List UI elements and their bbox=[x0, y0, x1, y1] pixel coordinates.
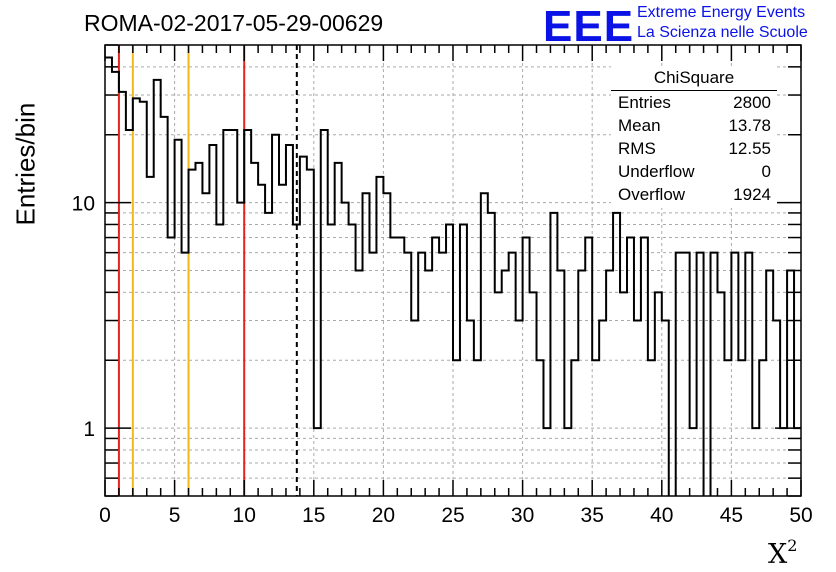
x-tick-label: 35 bbox=[581, 504, 604, 527]
stats-label: Entries bbox=[618, 93, 671, 112]
x-tick-label: 45 bbox=[720, 504, 743, 527]
stats-label: Underflow bbox=[618, 162, 695, 181]
stats-row-mean: Mean 13.78 bbox=[611, 114, 777, 137]
x-tick-label: 50 bbox=[789, 504, 812, 527]
logo-text: Extreme Energy Events La Scienza nelle S… bbox=[637, 3, 808, 43]
stats-label: Overflow bbox=[618, 185, 686, 204]
y-axis-label-text: Entries/bin bbox=[10, 102, 41, 226]
eee-logo: EEE bbox=[543, 2, 635, 51]
x-tick-label: 5 bbox=[169, 504, 181, 527]
x-tick-label: 30 bbox=[511, 504, 534, 527]
stats-value: 13.78 bbox=[728, 116, 771, 135]
x-tick-label: 20 bbox=[372, 504, 395, 527]
y-axis-label: Entries/bin bbox=[6, 103, 42, 226]
histogram-outline bbox=[105, 56, 801, 496]
y-tick-label: 1 bbox=[83, 418, 95, 441]
axis-ticks bbox=[104, 44, 802, 497]
stats-rows: Entries 2800 Mean 13.78 RMS 12.55 Underflow… bbox=[611, 91, 777, 206]
x-axis-label-superscript: 2 bbox=[787, 536, 798, 555]
x-axis-label-text: X bbox=[768, 539, 788, 570]
stats-label: Mean bbox=[618, 116, 661, 135]
x-tick-label: 40 bbox=[650, 504, 673, 527]
stats-divider bbox=[611, 90, 777, 91]
stats-value: 2800 bbox=[733, 93, 771, 112]
tick-labels: 0 5 10 15 20 25 30 35 40 45 50 1 10 bbox=[72, 193, 813, 527]
stats-box: ChiSquare Entries 2800 Mean 13.78 RMS 12.55… bbox=[611, 66, 777, 208]
stats-row-rms: RMS 12.55 bbox=[611, 137, 777, 160]
stats-label: RMS bbox=[618, 139, 656, 158]
y-tick-label: 10 bbox=[72, 193, 95, 216]
stats-value: 0 bbox=[761, 162, 771, 181]
stats-value: 1924 bbox=[733, 185, 771, 204]
logo-line-1: Extreme Energy Events bbox=[637, 4, 806, 21]
histogram-bars bbox=[105, 56, 801, 496]
chart-title: ROMA-02-2017-05-29-00629 bbox=[84, 10, 384, 36]
x-axis-label: X2 bbox=[768, 536, 797, 570]
stats-title: ChiSquare bbox=[653, 68, 735, 87]
logo-line-2: La Scienza nelle Scuole bbox=[637, 24, 808, 41]
x-tick-label: 0 bbox=[99, 504, 111, 527]
x-tick-label: 10 bbox=[233, 504, 256, 527]
x-tick-label: 25 bbox=[441, 504, 464, 527]
stats-row-overflow: Overflow 1924 bbox=[611, 183, 777, 206]
stats-row-underflow: Underflow 0 bbox=[611, 160, 777, 183]
stats-value: 12.55 bbox=[728, 139, 771, 158]
x-tick-label: 15 bbox=[302, 504, 325, 527]
stats-row-entries: Entries 2800 bbox=[611, 91, 777, 114]
